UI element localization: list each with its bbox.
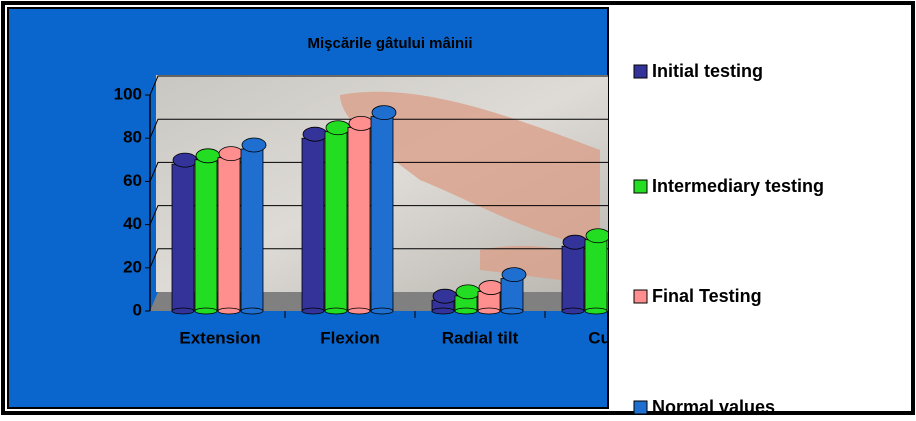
bar-base — [241, 308, 263, 314]
bar-top — [219, 147, 243, 161]
bar-body — [585, 240, 607, 311]
bar-base — [195, 308, 217, 314]
legend-swatch — [634, 290, 647, 303]
bar-top — [242, 138, 266, 152]
bar-top — [502, 268, 526, 282]
bar-base — [432, 308, 454, 314]
bar-body — [325, 132, 347, 311]
legend-swatch — [634, 65, 647, 78]
x-tick-label: Radial tilt — [442, 328, 519, 347]
bar-base — [455, 308, 477, 314]
legend-label: Final Testing — [652, 286, 762, 306]
bar-top — [326, 121, 350, 135]
bar-body — [562, 246, 584, 311]
x-tick-label: Extension — [179, 328, 260, 347]
bar — [348, 116, 373, 314]
bar-top — [349, 116, 373, 130]
bar-body — [348, 127, 370, 311]
bar-base — [325, 308, 347, 314]
bar-top — [479, 281, 503, 295]
bar-body — [218, 158, 240, 311]
bar-body — [195, 160, 217, 311]
bar-top — [456, 285, 480, 299]
bar — [455, 285, 480, 314]
bar — [172, 153, 197, 314]
chart-title: Mişcările gâtului mâinii — [307, 35, 472, 52]
bar-base — [501, 308, 523, 314]
bar-top — [586, 229, 610, 243]
bar — [195, 149, 220, 314]
chart: Mişcările gâtului mâinii Initial testing… — [0, 0, 916, 416]
legend-swatch — [634, 180, 647, 193]
bar-base — [218, 308, 240, 314]
bar-body — [241, 149, 263, 311]
legend-swatch — [634, 401, 647, 414]
y-tick-label: 0 — [133, 300, 142, 319]
plot-group — [150, 75, 610, 318]
bar-top — [196, 149, 220, 163]
bar-top — [372, 106, 396, 120]
bar — [478, 281, 503, 314]
bar — [371, 106, 396, 314]
bar — [218, 147, 243, 314]
y-tick-label: 20 — [123, 257, 142, 276]
y-tick-label: 80 — [123, 128, 142, 147]
bar — [432, 289, 457, 314]
bar-base — [478, 308, 500, 314]
bar-base — [302, 308, 324, 314]
bar — [585, 229, 610, 314]
legend-label: Initial testing — [652, 61, 763, 81]
legend-label: Intermediary testing — [652, 176, 824, 196]
y-tick-label: 60 — [123, 171, 142, 190]
bar-top — [563, 235, 587, 249]
bar — [501, 268, 526, 314]
bar-base — [585, 308, 607, 314]
y-tick-label: 40 — [123, 214, 142, 233]
bar — [302, 127, 327, 314]
legend-label: Normal values — [652, 397, 775, 416]
bar-top — [433, 289, 457, 303]
bar — [562, 235, 587, 314]
bar-body — [371, 117, 393, 311]
bar-top — [173, 153, 197, 167]
bar-base — [172, 308, 194, 314]
x-tick-label: Flexion — [320, 328, 380, 347]
bar-body — [501, 279, 523, 311]
bar-top — [303, 127, 327, 141]
bar-base — [562, 308, 584, 314]
bar-base — [371, 308, 393, 314]
bar-base — [348, 308, 370, 314]
y-tick-label: 100 — [114, 84, 142, 103]
bar-body — [172, 164, 194, 311]
bar — [325, 121, 350, 314]
bar-body — [302, 138, 324, 311]
bar — [241, 138, 266, 314]
